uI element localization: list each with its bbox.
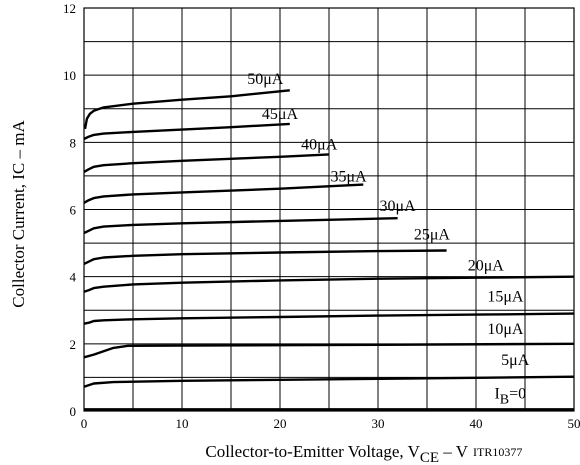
curve bbox=[83, 153, 330, 173]
y-tick-label: 8 bbox=[70, 135, 77, 150]
x-axis-label: Collector-to-Emitter Voltage, VCE – V bbox=[205, 442, 468, 465]
curve-label: 10μA bbox=[487, 321, 524, 338]
x-tick-labels: 0 10 20 30 40 50 bbox=[81, 416, 580, 431]
curve-label: 50μA bbox=[247, 71, 284, 88]
y-tick-label: 2 bbox=[70, 337, 77, 352]
curve-label: 40μA bbox=[301, 136, 338, 153]
x-tick-label: 20 bbox=[274, 416, 287, 431]
curve bbox=[83, 217, 398, 235]
curve-label: IB=0 bbox=[494, 386, 526, 408]
y-tick-label: 12 bbox=[63, 1, 76, 16]
plot-frame bbox=[83, 7, 575, 412]
curve-label: 5μA bbox=[501, 352, 530, 369]
y-tick-label: 0 bbox=[70, 404, 77, 419]
x-tick-label: 40 bbox=[470, 416, 483, 431]
y-tick-labels: 0 2 4 6 8 10 12 bbox=[63, 1, 77, 419]
figure-code: ITR10377 bbox=[473, 445, 522, 459]
curve-label: 35μA bbox=[331, 168, 368, 185]
curve bbox=[83, 342, 575, 359]
curve bbox=[83, 312, 575, 325]
y-axis-label: Collector Current, IC – mA bbox=[9, 120, 28, 308]
curve bbox=[83, 89, 290, 130]
curve-label: 45μA bbox=[262, 106, 299, 123]
curves bbox=[83, 89, 575, 411]
x-tick-label: 0 bbox=[81, 416, 88, 431]
curve bbox=[83, 375, 575, 388]
curve-label: 30μA bbox=[380, 198, 417, 215]
curve bbox=[83, 249, 447, 265]
x-tick-label: 30 bbox=[372, 416, 385, 431]
curve bbox=[83, 122, 290, 141]
y-tick-label: 6 bbox=[70, 203, 77, 218]
x-tick-label: 50 bbox=[568, 416, 580, 431]
curve-label: 15μA bbox=[487, 289, 524, 306]
curve-label: 25μA bbox=[414, 226, 451, 243]
y-tick-label: 10 bbox=[63, 68, 76, 83]
x-tick-label: 10 bbox=[176, 416, 189, 431]
curve bbox=[83, 183, 364, 204]
y-tick-label: 4 bbox=[70, 270, 77, 285]
curve bbox=[83, 275, 575, 293]
grid bbox=[84, 8, 574, 411]
curve-label: 20μA bbox=[468, 257, 505, 274]
